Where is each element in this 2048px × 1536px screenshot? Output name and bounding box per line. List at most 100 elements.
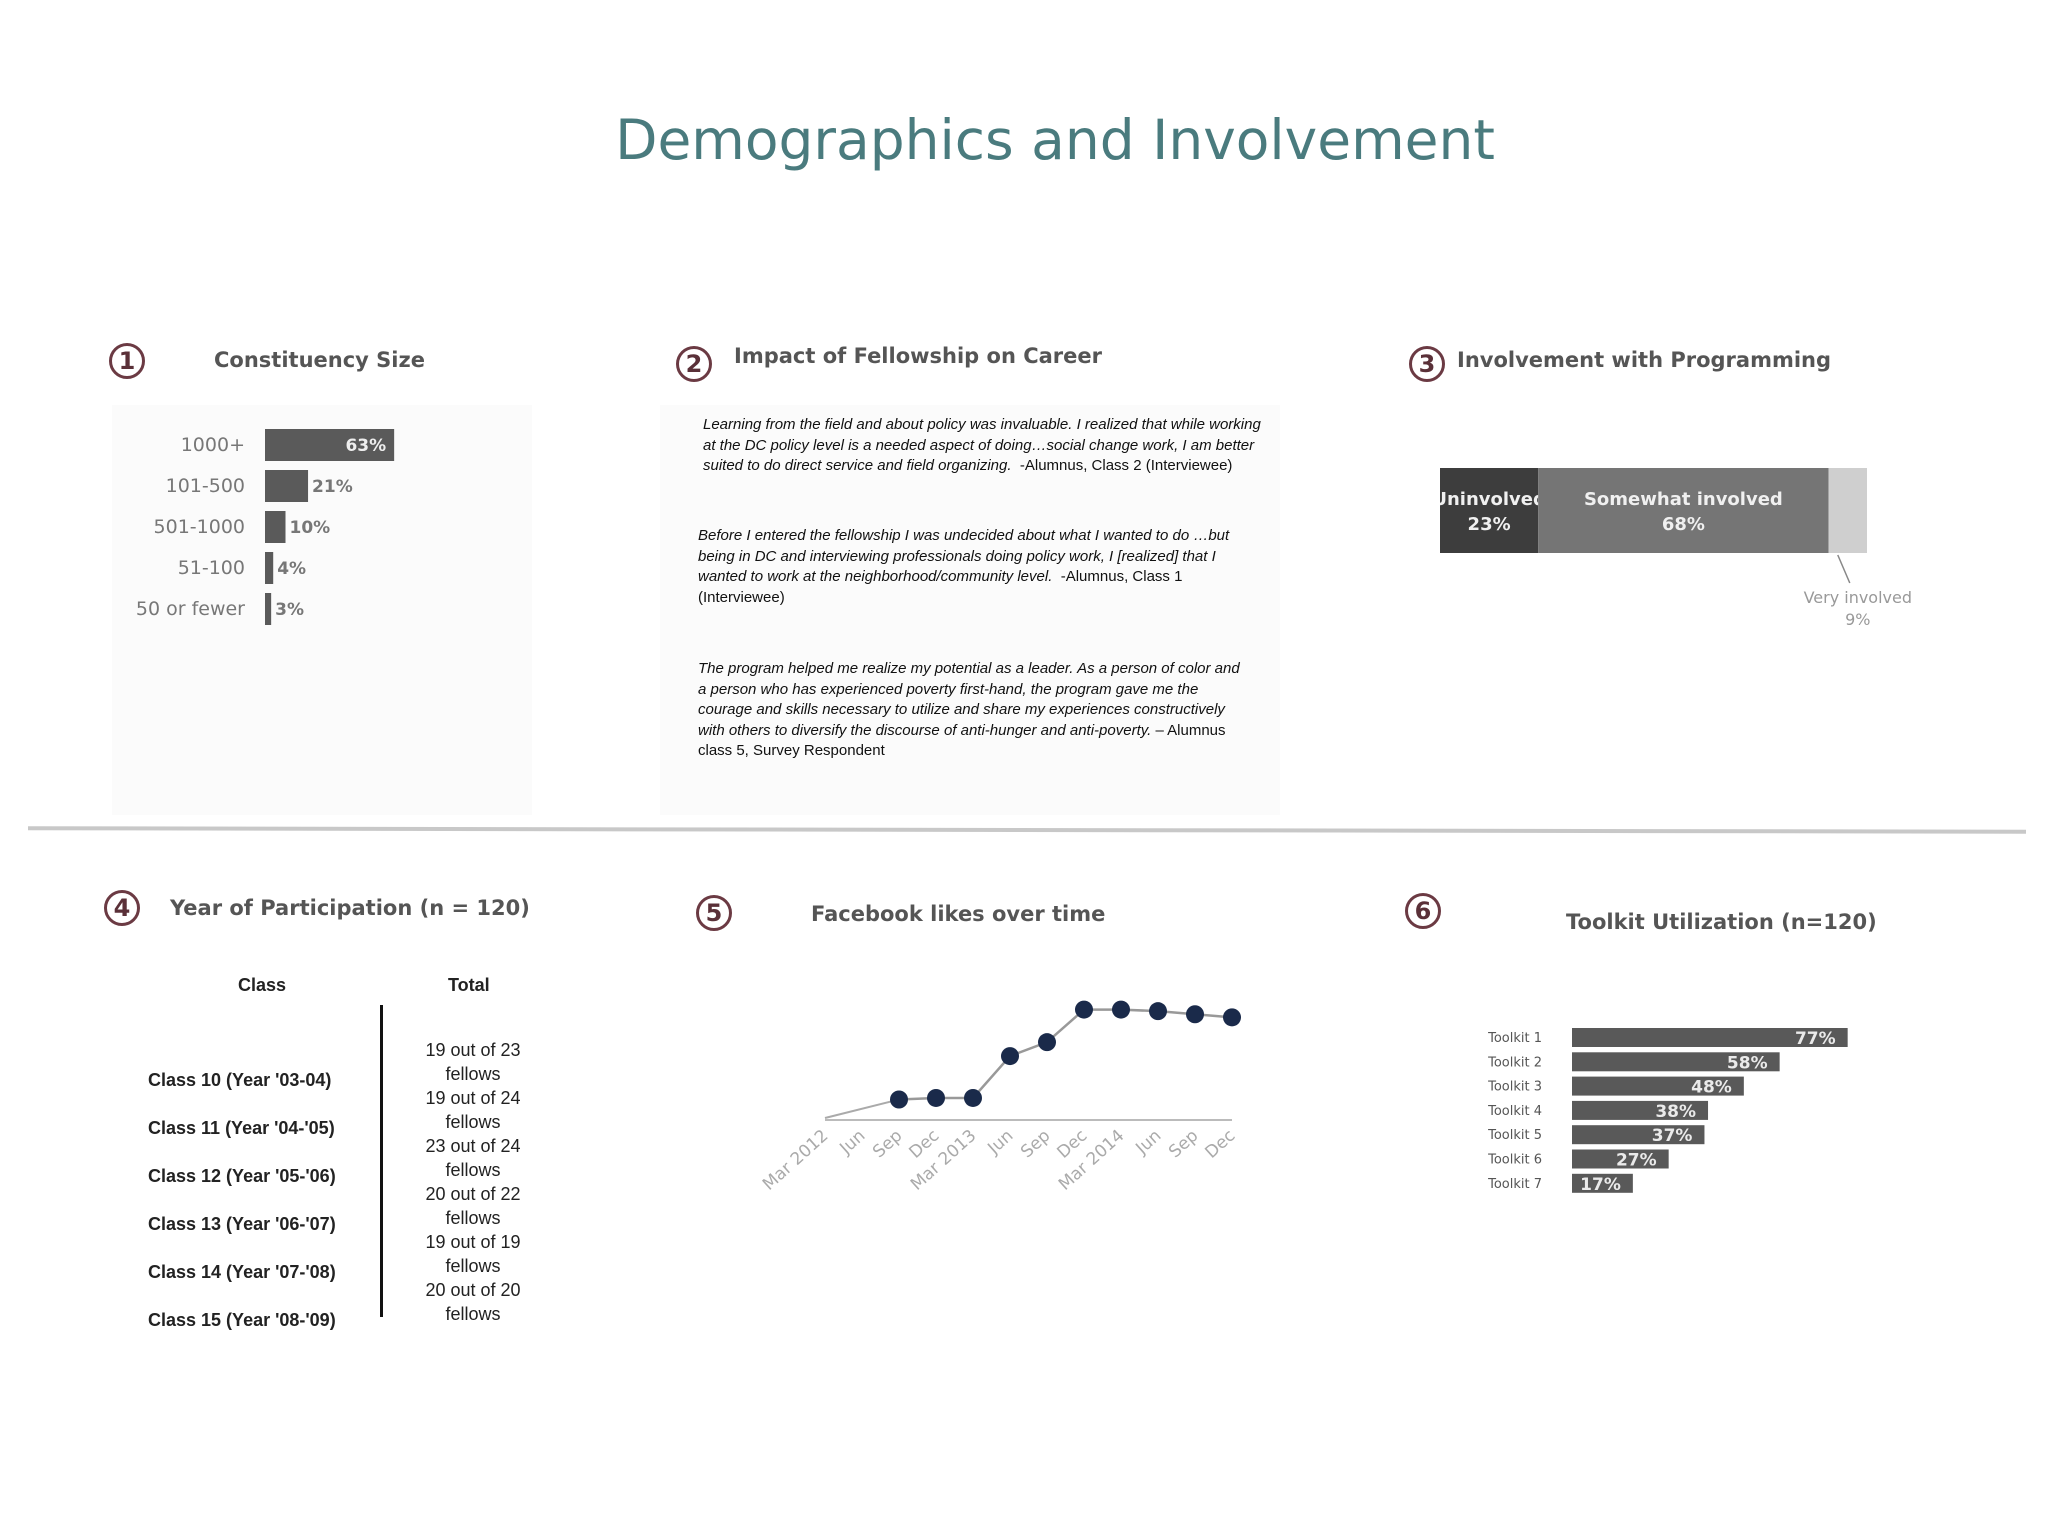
toolkit-category-label: Toolkit 3 [1487, 1080, 1542, 1095]
toolkit-value-label: 37% [1652, 1126, 1693, 1146]
involvement-segment-value: 68% [1662, 514, 1705, 535]
likes-data-point [927, 1088, 945, 1107]
panel-6-number: 6 [1405, 893, 1441, 929]
toolkit-bar [1572, 1173, 1633, 1193]
toolkit-category-label: Toolkit 7 [1487, 1177, 1542, 1192]
quote-2-text: Before I entered the fellowship I was un… [698, 527, 1230, 585]
constituency-category-label: 501-1000 [154, 516, 245, 538]
constituency-value-label: 3% [275, 600, 304, 620]
toolkit-bar [1572, 1100, 1709, 1120]
table-header-class: Class [238, 975, 287, 995]
quote-2: Before I entered the fellowship I was un… [698, 526, 1258, 608]
x-tick-label: Jun [983, 1126, 1017, 1159]
line-lead-segment [824, 1098, 900, 1119]
toolkit-bar [1572, 1149, 1669, 1169]
likes-data-point [1075, 1000, 1093, 1019]
panel-6-title: Toolkit Utilization (n=120) [1566, 910, 1877, 934]
toolkit-value-label: 38% [1655, 1102, 1696, 1122]
panel-3-title: Involvement with Programming [1457, 348, 1832, 372]
table-row-class: Class 12 (Year '05-'06) [148, 1166, 336, 1186]
constituency-category-label: 51-100 [178, 557, 245, 579]
table-header-total: Total [448, 975, 490, 995]
section-divider [27, 826, 2027, 834]
toolkit-value-label: 77% [1795, 1029, 1836, 1049]
panel-5-title: Facebook likes over time [811, 902, 1106, 926]
constituency-bar [265, 593, 272, 625]
toolkit-category-label: Toolkit 6 [1487, 1153, 1542, 1168]
table-row-class: Class 14 (Year '07-'08) [148, 1262, 336, 1282]
table-row-class: Class 15 (Year '08-'09) [148, 1310, 336, 1330]
likes-series-line [898, 1008, 1233, 1101]
constituency-value-label: 63% [345, 436, 386, 456]
panel-1-title: Constituency Size [214, 348, 425, 372]
involvement-segment-name: Uninvolved [1440, 489, 1546, 510]
toolkit-category-label: Toolkit 5 [1487, 1128, 1542, 1143]
panel-2-title: Impact of Fellowship on Career [734, 344, 1102, 368]
constituency-category-label: 101-500 [166, 475, 245, 497]
table-row-total: 20 out of 20 fellows [425, 1280, 521, 1324]
panel-1-number: 1 [109, 343, 145, 379]
table-row-class: Class 11 (Year '04-'05) [148, 1118, 335, 1138]
x-tick-label: Jun [835, 1126, 869, 1159]
likes-data-point [1038, 1033, 1056, 1052]
toolkit-utilization-chart: Toolkit 1 77% Toolkit 2 58% Toolkit 3 48% Tool… [1487, 1028, 1848, 1195]
toolkit-category-label: Toolkit 1 [1487, 1031, 1542, 1046]
panel-2-background [660, 405, 1280, 815]
x-tick-label: Mar 2012 [759, 1126, 832, 1195]
constituency-category-label: 1000+ [181, 434, 245, 456]
x-tick-label: Sep [1017, 1126, 1054, 1162]
table-row-total: 20 out of 22 fellows [425, 1184, 521, 1228]
likes-data-point [1001, 1047, 1019, 1066]
x-tick-label: Jun [1131, 1126, 1165, 1159]
likes-data-point [964, 1088, 982, 1107]
toolkit-bar [1572, 1125, 1705, 1145]
x-tick-label: Dec [1202, 1126, 1240, 1163]
table-row-total: 19 out of 23 fellows [425, 1040, 521, 1084]
table-divider-line [380, 1005, 383, 1317]
quote-3: The program helped me realize my potenti… [698, 659, 1248, 762]
quote-2-attribution: -Alumnus, Class 1 (Interviewee) [698, 568, 1183, 606]
panel-4-number: 4 [104, 890, 140, 926]
constituency-value-label: 21% [312, 477, 353, 497]
involvement-chart: Uninvolved 23% Somewhat involved 68% Very in… [1440, 468, 1912, 629]
likes-data-point [1223, 1008, 1241, 1027]
toolkit-value-label: 27% [1616, 1151, 1657, 1171]
table-row-class: Class 13 (Year '06-'07) [148, 1214, 336, 1234]
x-tick-label: Sep [1165, 1126, 1202, 1162]
toolkit-bar [1572, 1028, 1848, 1047]
constituency-bar [265, 511, 286, 543]
involvement-segment [1440, 468, 1539, 553]
toolkit-bar [1572, 1052, 1780, 1072]
involvement-segment-name: Very involved [1804, 588, 1912, 607]
toolkit-value-label: 17% [1580, 1175, 1621, 1195]
toolkit-category-label: Toolkit 4 [1487, 1104, 1542, 1119]
toolkit-value-label: 58% [1727, 1053, 1768, 1073]
quote-3-text: The program helped me realize my potenti… [698, 660, 1240, 739]
involvement-segment [1538, 468, 1829, 553]
panel-3-number: 3 [1409, 346, 1445, 382]
likes-data-point [1112, 1000, 1130, 1019]
panel-5-number: 5 [696, 895, 732, 931]
quote-1-attribution: -Alumnus, Class 2 (Interviewee) [1019, 457, 1233, 474]
involvement-segment-value: 9% [1845, 610, 1870, 629]
toolkit-category-label: Toolkit 2 [1487, 1055, 1542, 1070]
x-tick-label: Sep [869, 1126, 906, 1162]
likes-data-point [1186, 1005, 1204, 1024]
constituency-value-label: 10% [290, 518, 331, 538]
constituency-bar [265, 552, 274, 584]
quote-1: Learning from the field and about policy… [703, 415, 1263, 477]
likes-data-point [890, 1090, 908, 1109]
involvement-segment [1828, 468, 1867, 553]
constituency-bar [265, 470, 309, 502]
quote-1-text: Learning from the field and about policy… [703, 416, 1261, 474]
constituency-category-label: 50 or fewer [136, 598, 245, 620]
involvement-segment-value: 23% [1468, 514, 1511, 535]
toolkit-value-label: 48% [1691, 1078, 1732, 1098]
likes-data-point [1149, 1002, 1167, 1021]
panel-1-background [112, 405, 532, 815]
table-row-total: 23 out of 24 fellows [425, 1136, 521, 1180]
panel-4-title: Year of Participation (n = 120) [170, 896, 530, 920]
toolkit-bar [1572, 1076, 1744, 1096]
table-row-total: 19 out of 19 fellows [425, 1232, 521, 1276]
